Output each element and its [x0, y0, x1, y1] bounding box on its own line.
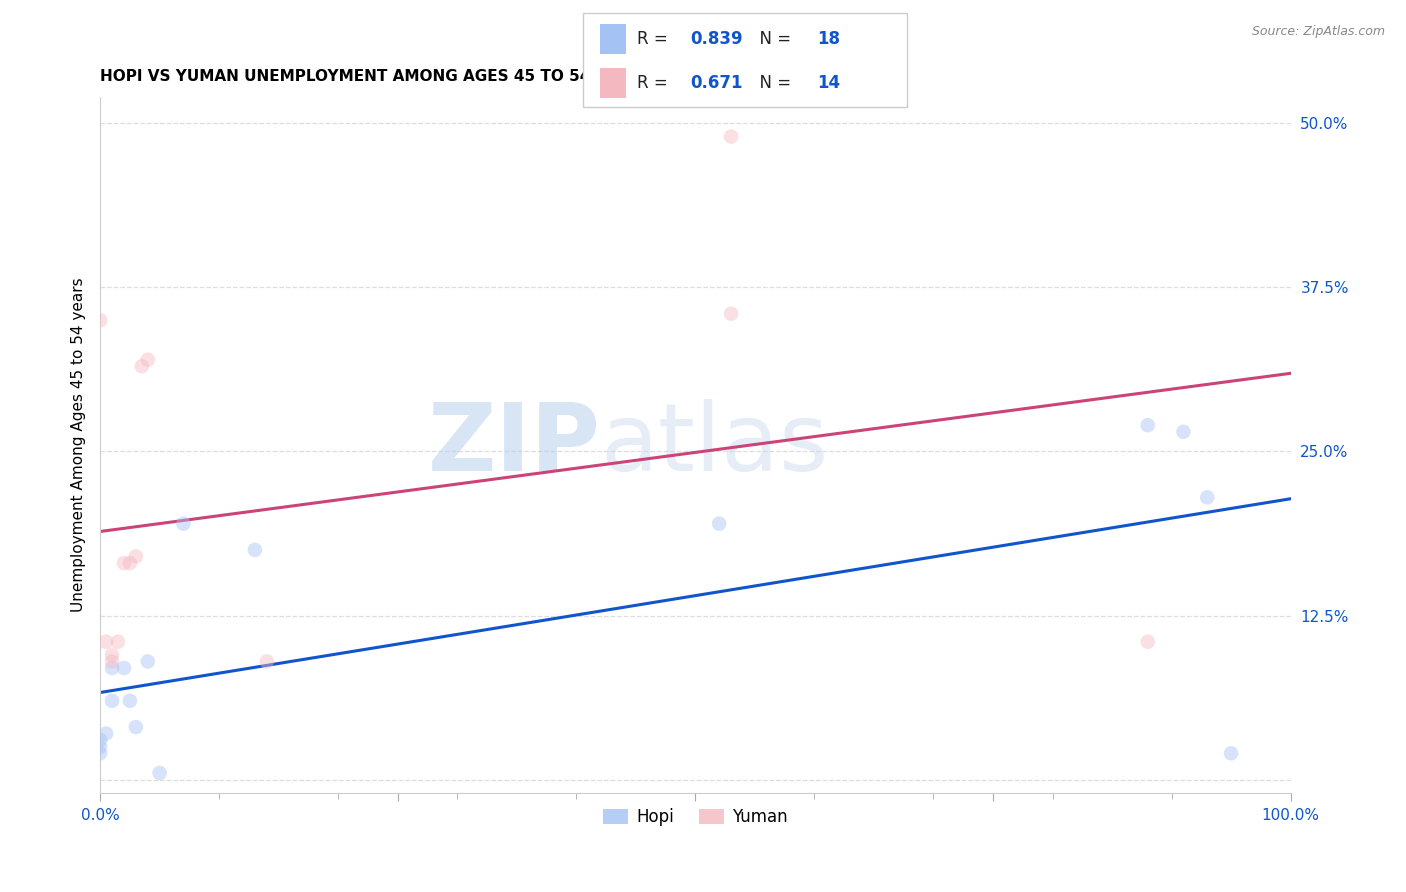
- Text: atlas: atlas: [600, 399, 828, 491]
- Text: HOPI VS YUMAN UNEMPLOYMENT AMONG AGES 45 TO 54 YEARS CORRELATION CHART: HOPI VS YUMAN UNEMPLOYMENT AMONG AGES 45…: [100, 69, 839, 84]
- Point: [89, 746, 111, 760]
- Point: [89, 739, 111, 754]
- Point: [136, 655, 159, 669]
- Text: Source: ZipAtlas.com: Source: ZipAtlas.com: [1251, 25, 1385, 38]
- Point: [125, 549, 148, 564]
- Point: [172, 516, 194, 531]
- Text: R =: R =: [637, 74, 673, 92]
- Point: [118, 694, 141, 708]
- Text: 14: 14: [817, 74, 839, 92]
- Point: [136, 352, 159, 367]
- Point: [1197, 491, 1219, 505]
- Point: [131, 359, 153, 374]
- Point: [720, 307, 742, 321]
- Text: 0.839: 0.839: [690, 30, 742, 48]
- Point: [107, 634, 129, 648]
- Text: ZIP: ZIP: [427, 399, 600, 491]
- Point: [1136, 634, 1159, 648]
- Point: [149, 766, 172, 780]
- Point: [112, 661, 135, 675]
- Point: [1220, 746, 1243, 760]
- Point: [101, 661, 124, 675]
- Text: N =: N =: [749, 74, 797, 92]
- Point: [101, 694, 124, 708]
- Point: [709, 516, 731, 531]
- Point: [94, 726, 117, 740]
- Text: R =: R =: [637, 30, 673, 48]
- Point: [125, 720, 148, 734]
- Legend: Hopi, Yuman: Hopi, Yuman: [596, 802, 794, 833]
- Point: [112, 556, 135, 570]
- Point: [89, 733, 111, 747]
- Point: [118, 556, 141, 570]
- Point: [1136, 418, 1159, 433]
- Point: [720, 129, 742, 144]
- Y-axis label: Unemployment Among Ages 45 to 54 years: Unemployment Among Ages 45 to 54 years: [72, 277, 86, 612]
- Point: [243, 542, 266, 557]
- Point: [1173, 425, 1195, 439]
- Point: [256, 655, 278, 669]
- Text: N =: N =: [749, 30, 797, 48]
- Point: [101, 655, 124, 669]
- Point: [101, 648, 124, 662]
- Text: 18: 18: [817, 30, 839, 48]
- Point: [94, 634, 117, 648]
- Point: [89, 313, 111, 327]
- Text: 0.671: 0.671: [690, 74, 742, 92]
